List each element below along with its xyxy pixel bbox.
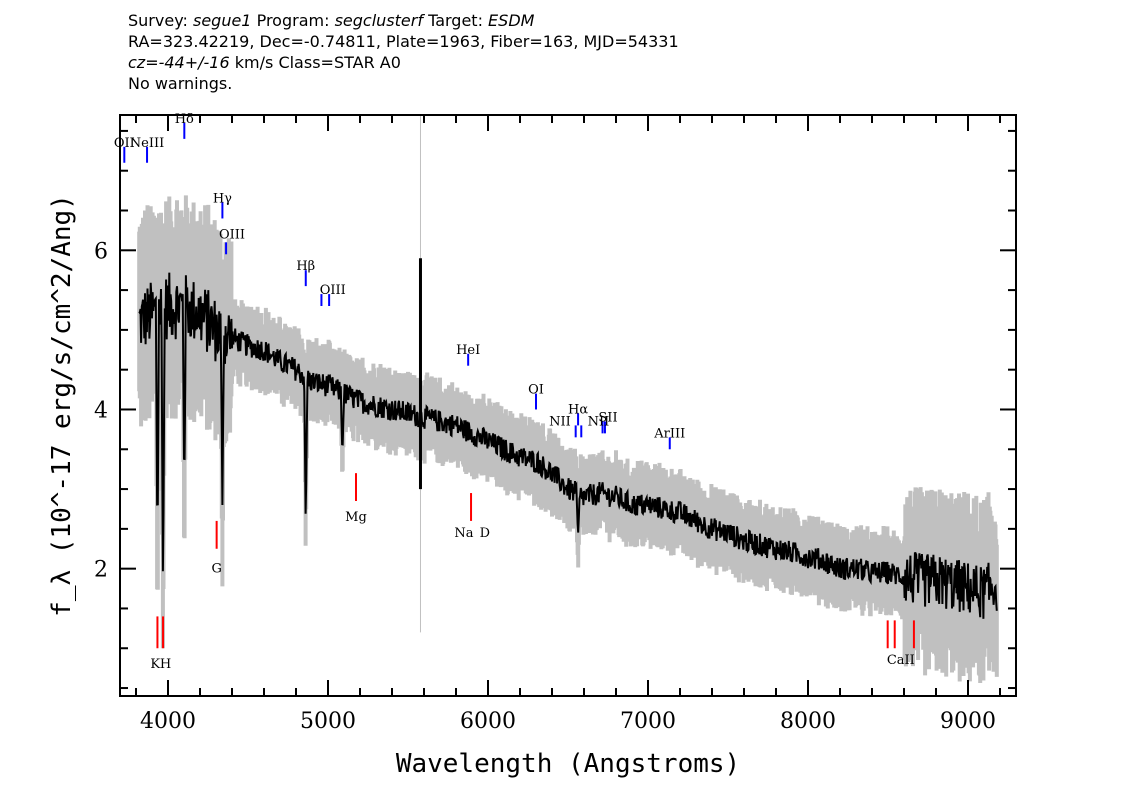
spectrum-header: Survey: segue1 Program: segclusterf Targ… xyxy=(128,10,679,94)
redshift-value: cz=-44+/-16 xyxy=(128,53,230,72)
plot-frame xyxy=(119,114,1017,697)
tick-labels: 4000 5000 6000 7000 8000 9000 2 4 6 xyxy=(94,239,996,734)
line-label: G xyxy=(211,562,221,577)
header-line-warnings: No warnings. xyxy=(128,74,233,93)
spectral-line-markers xyxy=(123,122,915,649)
line-label: NII xyxy=(588,414,610,429)
y-tick-label: 4 xyxy=(94,398,108,423)
class-value: Class=STAR A0 xyxy=(278,53,401,72)
y-tick-label: 2 xyxy=(94,558,108,583)
line-label: NII xyxy=(549,414,571,429)
target-value: ESDM xyxy=(488,11,535,30)
program-value: segclusterf xyxy=(334,11,423,30)
line-label: H xyxy=(160,657,171,672)
x-tick-label: 7000 xyxy=(620,709,676,734)
line-label: K xyxy=(150,657,160,672)
line-label: Hβ xyxy=(296,259,315,274)
x-axis-title: Wavelength (Angstroms) xyxy=(396,749,740,779)
error-band xyxy=(137,115,999,683)
x-tick-label: 8000 xyxy=(780,709,836,734)
flux-series xyxy=(138,258,998,619)
line-label: ArIII xyxy=(653,426,685,441)
y-tick-label: 6 xyxy=(94,239,108,264)
line-label: HeI xyxy=(456,343,480,358)
line-label: OIII xyxy=(219,227,245,242)
line-label: OI xyxy=(528,383,544,398)
line-label: Hα xyxy=(568,402,588,417)
line-label: Mg xyxy=(345,510,367,525)
x-tick-label: 9000 xyxy=(940,709,996,734)
flux-line xyxy=(138,272,998,619)
program-label: Program: xyxy=(256,11,330,30)
header-line-survey: Survey: segue1 Program: segclusterf Targ… xyxy=(128,10,679,31)
redshift-unit: km/s xyxy=(234,53,274,72)
target-label: Target: xyxy=(428,11,483,30)
survey-label: Survey: xyxy=(128,11,188,30)
x-tick-label: 4000 xyxy=(140,709,196,734)
line-label: NeIII xyxy=(130,136,164,151)
spectral-line-labels: OIINeIIIHδHγOIIIHβOIIIHeIOINIIHαNIISIIAr… xyxy=(114,112,915,672)
line-label: CaII xyxy=(887,653,915,668)
error-bars xyxy=(137,195,999,683)
line-label: Hγ xyxy=(213,192,232,207)
y-axis-title: f_λ (10^-17 erg/s/cm^2/Ang) xyxy=(47,194,77,617)
header-line-coords: RA=323.42219, Dec=-0.74811, Plate=1963, … xyxy=(128,32,679,51)
axis-ticks xyxy=(120,115,1016,696)
line-label: D xyxy=(480,526,490,541)
survey-value: segue1 xyxy=(192,11,252,30)
line-label: OIII xyxy=(320,283,346,298)
header-line-redshift: cz=-44+/-16 km/s Class=STAR A0 xyxy=(128,52,679,73)
x-tick-label: 5000 xyxy=(300,709,356,734)
x-tick-label: 6000 xyxy=(460,709,516,734)
line-label: Na xyxy=(454,526,473,541)
line-label: SII xyxy=(598,410,617,425)
